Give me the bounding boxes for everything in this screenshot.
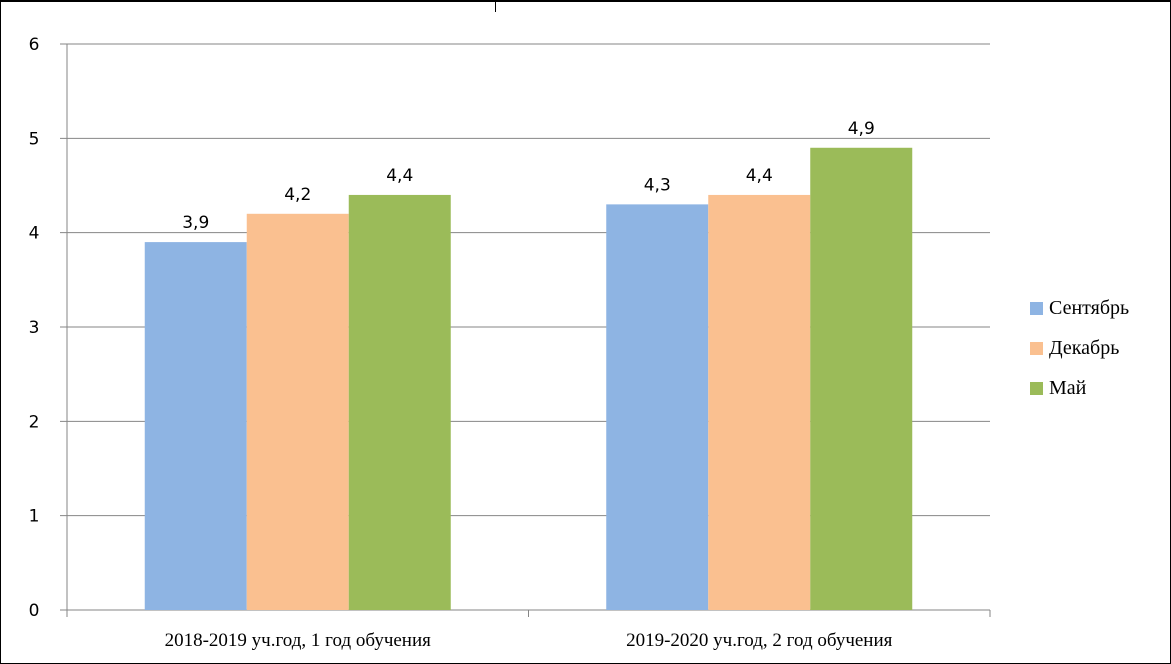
data-label: 4,2 <box>284 185 311 205</box>
legend-label-september: Сентябрь <box>1049 296 1130 319</box>
legend-swatch-may <box>1030 381 1043 395</box>
legend-label-may: Май <box>1049 376 1087 399</box>
y-tick-label: 2 <box>29 412 40 432</box>
data-label: 4,3 <box>644 175 671 195</box>
y-tick-label: 3 <box>29 318 40 338</box>
bar <box>246 213 349 611</box>
data-label: 4,4 <box>386 166 413 186</box>
x-category-label: 2018-2019 уч.год, 1 год обучения <box>165 630 432 651</box>
legend-item-december: Декабрь <box>1030 328 1129 368</box>
y-tick-label: 6 <box>29 35 40 55</box>
legend-label-december: Декабрь <box>1049 336 1120 359</box>
bar <box>810 147 913 610</box>
legend-item-may: Май <box>1030 368 1129 408</box>
data-label: 3,9 <box>182 213 209 233</box>
bar <box>606 204 709 610</box>
x-category-label: 2019-2020 уч.год, 2 год обучения <box>626 630 893 651</box>
bar <box>708 194 811 610</box>
legend-swatch-september <box>1030 301 1043 315</box>
y-tick-label: 1 <box>29 507 40 527</box>
y-tick-label: 0 <box>29 601 40 621</box>
y-tick-label: 4 <box>29 224 40 244</box>
bar <box>348 194 451 610</box>
legend-item-september: Сентябрь <box>1030 288 1129 328</box>
legend-swatch-december <box>1030 341 1043 355</box>
data-label: 4,9 <box>848 119 875 139</box>
frame-divider <box>495 2 496 12</box>
legend: Сентябрь Декабрь Май <box>1030 288 1129 408</box>
bar <box>144 242 247 610</box>
y-tick-label: 5 <box>29 129 40 149</box>
data-label: 4,4 <box>746 166 773 186</box>
